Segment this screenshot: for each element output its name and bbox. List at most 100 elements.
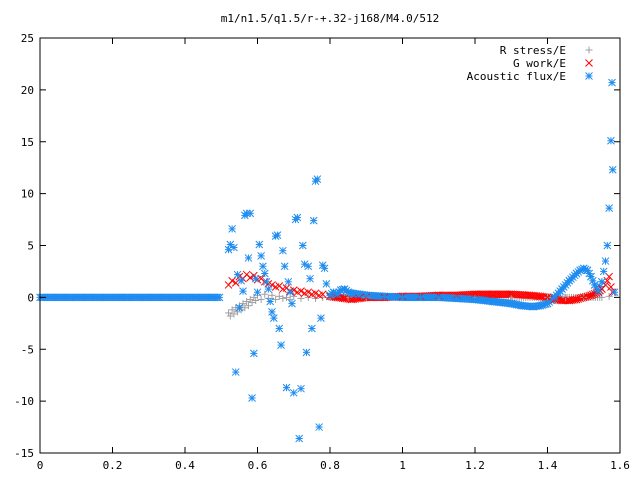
series-point-acoustic-flux bbox=[244, 254, 253, 262]
series-point-g-work bbox=[340, 294, 349, 303]
series-point-acoustic-flux bbox=[282, 383, 291, 392]
series-point-acoustic-flux bbox=[255, 240, 264, 249]
series-point-r-stress bbox=[507, 293, 515, 301]
series-point-r-stress bbox=[228, 306, 236, 314]
series-point-g-work bbox=[485, 290, 494, 299]
series-point-acoustic-flux bbox=[598, 277, 606, 286]
y-tick-label: 25 bbox=[21, 32, 34, 45]
series-point-acoustic-flux bbox=[277, 341, 285, 349]
series-point-acoustic-flux bbox=[279, 246, 287, 255]
x-tick-label: 1.6 bbox=[610, 459, 630, 472]
series-point-g-work bbox=[498, 290, 507, 299]
plot-marks bbox=[36, 78, 619, 443]
series-point-acoustic-flux bbox=[250, 349, 258, 358]
series-point-acoustic-flux bbox=[248, 394, 256, 402]
series-point-r-stress bbox=[598, 293, 606, 301]
series-point-acoustic-flux bbox=[262, 277, 271, 286]
series-point-g-work bbox=[297, 287, 305, 296]
series-point-g-work bbox=[559, 296, 568, 305]
legend-label: R stress/E bbox=[500, 44, 566, 57]
series-point-r-stress bbox=[261, 290, 269, 298]
series-point-g-work bbox=[311, 289, 320, 298]
series-point-acoustic-flux bbox=[355, 290, 363, 299]
series-point-g-work bbox=[587, 291, 595, 300]
series-point-acoustic-flux bbox=[315, 423, 323, 431]
series-point-r-stress bbox=[605, 292, 613, 300]
series-point-acoustic-flux bbox=[275, 324, 284, 333]
series-point-r-stress bbox=[264, 294, 272, 302]
series-point-r-stress bbox=[239, 300, 247, 308]
series-point-acoustic-flux bbox=[489, 297, 497, 306]
series-point-acoustic-flux bbox=[308, 324, 316, 333]
axes: 0 0.2 0.4 0.6 0.8 1 1.2 1.4 1.6 25 20 15 10 5 0 -5 -10 -1… bbox=[14, 32, 630, 472]
series-point-acoustic-flux bbox=[239, 287, 247, 296]
series-point-g-work bbox=[489, 290, 497, 299]
x-tick-label: 1 bbox=[399, 459, 406, 472]
y-tick-label: 10 bbox=[21, 188, 34, 201]
series-point-acoustic-flux bbox=[610, 288, 619, 297]
series-point-acoustic-flux bbox=[434, 293, 443, 302]
series-point-g-work bbox=[228, 276, 236, 285]
series-point-acoustic-flux bbox=[416, 293, 425, 302]
series-point-g-work bbox=[492, 290, 501, 299]
series-point-acoustic-flux bbox=[269, 314, 278, 322]
series-point-acoustic-flux bbox=[268, 308, 276, 316]
series-point-r-stress bbox=[279, 294, 287, 302]
y-tick-label: -15 bbox=[14, 447, 34, 460]
series-point-acoustic-flux bbox=[529, 302, 537, 311]
series-point-acoustic-flux bbox=[297, 384, 305, 393]
series-point-acoustic-flux bbox=[587, 272, 595, 281]
series-point-acoustic-flux bbox=[599, 267, 608, 276]
x-tick-label: 0.2 bbox=[103, 459, 123, 472]
series-point-g-work bbox=[304, 288, 313, 297]
series-point-acoustic-flux bbox=[601, 257, 610, 265]
series-point-acoustic-flux bbox=[288, 299, 296, 308]
series-point-g-work bbox=[607, 283, 615, 291]
series-point-r-stress bbox=[250, 293, 258, 301]
series-point-acoustic-flux bbox=[362, 291, 371, 300]
x-tick-label: 0 bbox=[37, 459, 44, 472]
series-point-acoustic-flux bbox=[608, 165, 617, 174]
series-point-acoustic-flux bbox=[253, 288, 262, 297]
legend-marker bbox=[585, 72, 593, 80]
series-point-g-work bbox=[507, 290, 516, 299]
series-point-r-stress bbox=[268, 291, 276, 299]
series-point-acoustic-flux bbox=[608, 78, 616, 87]
legend-marker bbox=[585, 59, 593, 67]
series-point-acoustic-flux bbox=[583, 266, 592, 275]
series-point-g-work bbox=[496, 290, 505, 299]
series-point-acoustic-flux bbox=[550, 293, 559, 302]
series-point-r-stress bbox=[257, 295, 265, 303]
series-point-acoustic-flux bbox=[558, 285, 566, 293]
y-tick-label: 5 bbox=[27, 240, 34, 253]
series-point-g-work bbox=[565, 296, 574, 305]
series-point-acoustic-flux bbox=[317, 314, 325, 322]
series-point-r-stress bbox=[248, 299, 256, 307]
series-point-acoustic-flux bbox=[590, 281, 599, 289]
series-point-acoustic-flux bbox=[565, 276, 574, 285]
series-point-acoustic-flux bbox=[594, 287, 603, 296]
series-point-acoustic-flux bbox=[230, 243, 238, 252]
y-tick-label: -5 bbox=[21, 343, 34, 356]
series-point-acoustic-flux bbox=[228, 225, 236, 233]
y-tick-label: 20 bbox=[21, 84, 34, 97]
series-point-acoustic-flux bbox=[286, 288, 294, 297]
series-point-acoustic-flux bbox=[398, 293, 407, 302]
series-point-r-stress bbox=[243, 298, 251, 306]
series-point-r-stress bbox=[319, 293, 327, 301]
series-point-acoustic-flux bbox=[302, 348, 311, 357]
series-point-r-stress bbox=[246, 295, 254, 303]
series-point-r-stress bbox=[272, 295, 280, 303]
series-point-acoustic-flux bbox=[507, 299, 516, 308]
series-point-acoustic-flux bbox=[233, 270, 242, 279]
series-point-g-work bbox=[572, 295, 581, 304]
series-point-r-stress bbox=[244, 302, 252, 310]
series-point-r-stress bbox=[283, 293, 290, 301]
legend-label: G work/E bbox=[513, 57, 566, 70]
series-point-acoustic-flux bbox=[235, 303, 244, 312]
series-point-acoustic-flux bbox=[260, 269, 269, 278]
series-point-acoustic-flux bbox=[322, 280, 331, 288]
x-tick-label: 0.6 bbox=[248, 459, 268, 472]
series-point-acoustic-flux bbox=[273, 231, 282, 239]
